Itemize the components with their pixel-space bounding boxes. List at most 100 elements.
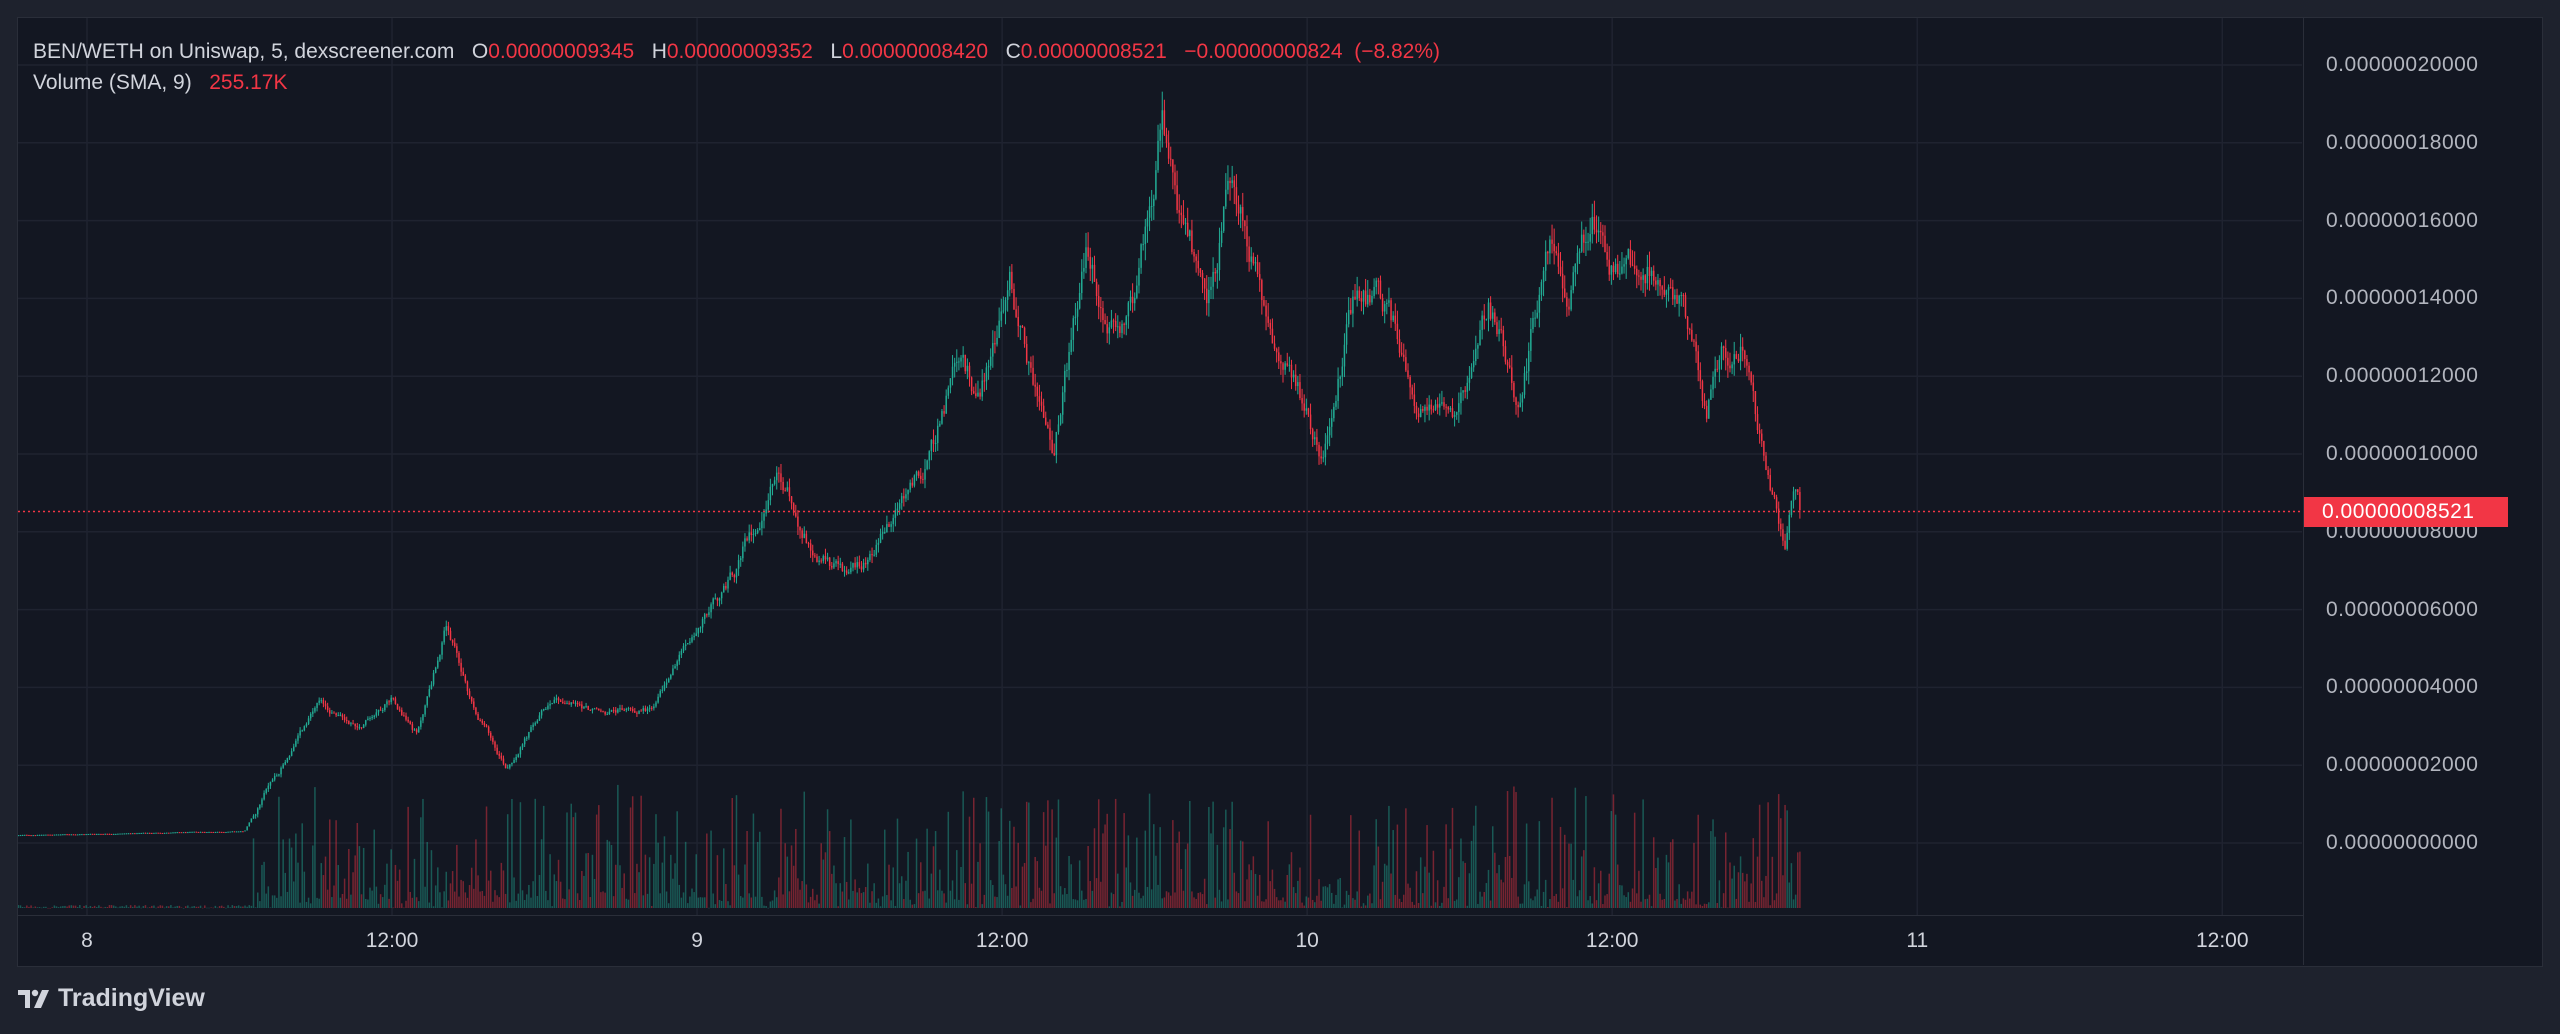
volume-bar <box>1638 870 1640 908</box>
volume-bar <box>1320 900 1322 908</box>
candle <box>871 554 873 556</box>
volume-bar <box>600 892 602 908</box>
volume-bar <box>739 896 742 908</box>
volume-bar <box>134 905 136 908</box>
volume-bar <box>1693 842 1695 908</box>
volume-bar <box>1792 899 1795 908</box>
volume-bar <box>1761 880 1763 908</box>
volume-bar <box>1008 820 1011 908</box>
volume-bar <box>172 907 174 908</box>
volume-bar <box>163 907 166 909</box>
volume-bar <box>559 881 562 908</box>
candle <box>1606 252 1608 260</box>
candle <box>998 320 1000 338</box>
candle <box>1305 408 1308 411</box>
tradingview-logo[interactable]: TradingView <box>18 984 205 1013</box>
volume-bar <box>136 906 138 908</box>
volume-bar <box>1036 861 1039 908</box>
volume-bar <box>1636 893 1638 908</box>
candle <box>1443 402 1445 407</box>
volume-bar <box>1019 905 1022 908</box>
candle <box>511 762 513 765</box>
candle <box>278 774 280 776</box>
volume-bar <box>1278 900 1280 908</box>
candle <box>676 661 678 667</box>
candle <box>1021 325 1024 328</box>
volume-bar <box>1375 819 1377 908</box>
volume-bar <box>1447 898 1449 908</box>
candle <box>108 833 111 835</box>
candle <box>1737 358 1740 362</box>
volume-bar <box>814 900 816 908</box>
volume-bar <box>394 864 397 908</box>
candle <box>1587 241 1589 243</box>
volume-bar <box>407 806 409 908</box>
volume-bar <box>271 895 274 908</box>
volume-bar <box>989 880 992 908</box>
candle <box>606 714 609 716</box>
volume-bar <box>324 856 327 908</box>
volume-bar <box>318 898 320 908</box>
candle <box>1316 437 1318 445</box>
price-tick-label: 0.00000002000 <box>2326 753 2479 777</box>
candle <box>331 712 333 714</box>
candle <box>985 367 988 382</box>
volume-bar <box>1744 881 1746 908</box>
candle <box>1580 234 1583 252</box>
price-tick-label: 0.00000000000 <box>2326 831 2479 854</box>
candle <box>807 543 810 545</box>
chart-pane[interactable] <box>18 18 2302 915</box>
volume-bar <box>1144 830 1147 908</box>
candle <box>1756 414 1759 431</box>
time-tick-label: 9 <box>691 929 703 952</box>
volume-bar <box>1282 897 1284 908</box>
candle <box>922 478 924 480</box>
candle <box>617 709 619 713</box>
candle <box>1460 392 1462 404</box>
candle <box>1741 346 1744 351</box>
volume-bar <box>699 897 702 908</box>
volume-bar <box>451 871 454 908</box>
volume-bar <box>1150 889 1153 908</box>
candle <box>1011 271 1013 289</box>
candle <box>1087 247 1089 257</box>
candle <box>1307 408 1310 415</box>
candle <box>1513 382 1515 398</box>
volume-bar <box>723 848 725 908</box>
time-axis[interactable]: 8 12:00 9 12:00 10 12:00 11 12:00 <box>18 915 2303 966</box>
candle <box>237 831 240 833</box>
candle <box>26 834 28 836</box>
candle <box>1373 286 1375 296</box>
volume-bar <box>1104 824 1106 908</box>
volume-bar <box>53 905 56 908</box>
candle <box>127 833 130 835</box>
volume-bar <box>1788 882 1791 908</box>
volume-bar <box>691 888 693 908</box>
volume-bar <box>1515 792 1517 908</box>
volume-bar <box>1123 813 1125 908</box>
volume-bar <box>1557 901 1560 908</box>
volume-bar <box>312 845 314 908</box>
candle <box>229 831 231 833</box>
price-axis[interactable]: 0.00000020000 0.00000018000 0.00000016000 0… <box>2303 18 2541 965</box>
volume-bar <box>1000 808 1003 908</box>
candle <box>547 705 549 709</box>
volume-bar <box>939 869 941 908</box>
volume-bar <box>504 893 507 908</box>
volume-bar <box>926 828 928 908</box>
volume-bar <box>1665 854 1668 908</box>
chart-frame <box>17 17 2543 967</box>
volume-bar <box>1180 869 1183 908</box>
candle <box>820 560 822 562</box>
candle <box>1002 310 1005 312</box>
candle <box>879 533 882 543</box>
volume-bar <box>1064 888 1066 908</box>
candle <box>975 393 977 397</box>
volume-bar <box>212 907 215 909</box>
candle <box>723 585 725 593</box>
volume-bar <box>1722 893 1725 908</box>
volume-bar <box>1339 878 1341 908</box>
candle <box>1191 230 1193 252</box>
price-chart[interactable] <box>18 18 2302 915</box>
volume-bar <box>108 905 111 908</box>
